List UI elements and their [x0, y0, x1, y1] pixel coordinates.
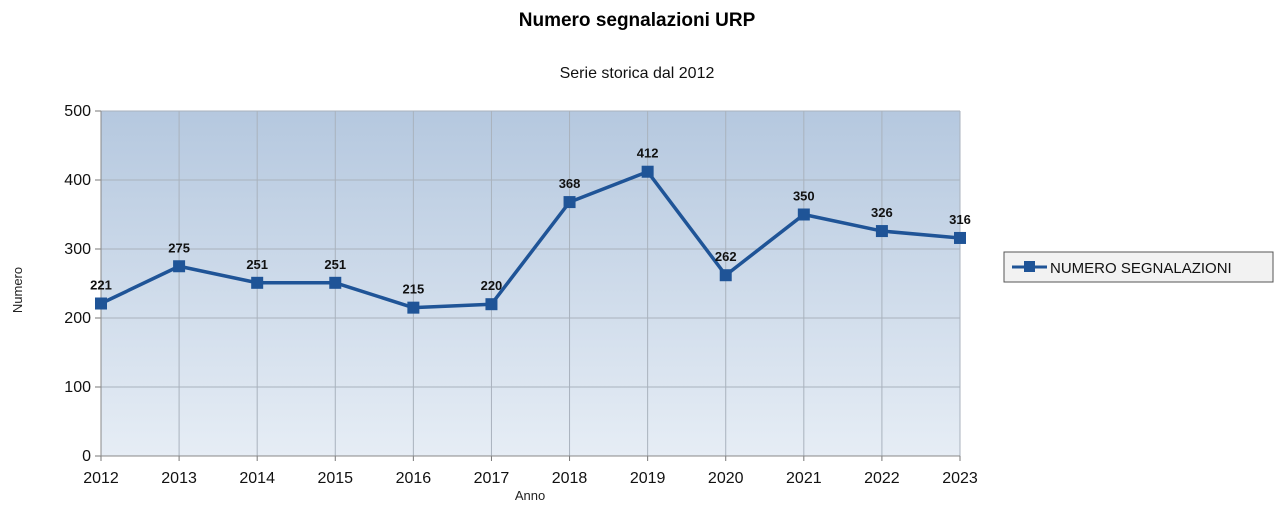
data-point-marker [641, 165, 654, 178]
data-point-marker [95, 297, 107, 310]
y-tick-label: 500 [64, 103, 91, 120]
legend-square-marker [1024, 261, 1035, 272]
data-label: 316 [949, 212, 971, 227]
x-tick-label: 2020 [708, 470, 744, 487]
x-tick-label: 2014 [239, 470, 275, 487]
y-tick-label: 200 [64, 310, 91, 327]
x-tick-label: 2019 [630, 470, 666, 487]
chart-subtitle: Serie storica dal 2012 [560, 65, 715, 82]
x-tick-label: 2016 [396, 470, 432, 487]
data-point-marker [251, 276, 264, 289]
data-point-marker [563, 196, 576, 209]
x-tick-label: 2017 [474, 470, 510, 487]
y-axis-title: Numero [10, 267, 25, 313]
data-point-marker [407, 301, 420, 314]
x-tick-label: 2012 [83, 470, 119, 487]
data-label: 350 [793, 189, 815, 204]
axes [95, 110, 961, 461]
data-label: 251 [324, 257, 346, 272]
x-tick-label: 2022 [864, 470, 900, 487]
data-point-marker [719, 269, 732, 282]
grid-lines [100, 110, 961, 457]
x-tick-label: 2021 [786, 470, 822, 487]
series-line [100, 169, 961, 310]
data-label: 251 [246, 257, 268, 272]
data-label: 368 [559, 176, 581, 191]
data-label: 412 [637, 146, 659, 161]
data-label: 275 [168, 240, 190, 255]
y-tick-label: 100 [64, 379, 91, 396]
data-label: 220 [481, 278, 503, 293]
x-tick-label: 2013 [161, 470, 197, 487]
data-point-marker [875, 225, 888, 238]
legend-label: NUMERO SEGNALAZIONI [1050, 260, 1232, 277]
plot-area [101, 111, 960, 456]
y-tick-label: 0 [82, 448, 91, 465]
data-label: 221 [90, 278, 112, 293]
data-point-marker [485, 298, 498, 311]
x-axis-title: Anno [515, 488, 545, 503]
data-label: 262 [715, 249, 737, 264]
data-label: 215 [403, 282, 425, 297]
legend: NUMERO SEGNALAZIONI [1003, 251, 1274, 283]
data-point-marker [173, 260, 186, 273]
y-tick-label: 400 [64, 172, 91, 189]
data-point-marker [954, 231, 966, 244]
x-tick-label: 2018 [552, 470, 588, 487]
y-tick-labels: 0 100 200 300 400 500 [64, 103, 91, 465]
x-tick-labels: 2012 2013 2014 2015 2016 2017 2018 2019 2020 2021… [83, 470, 978, 487]
legend-box [1003, 251, 1274, 283]
data-point-marker [797, 208, 810, 221]
x-tick-label: 2015 [317, 470, 353, 487]
chart-title: Numero segnalazioni URP [519, 10, 756, 31]
series-layer [95, 165, 966, 314]
data-label: 326 [871, 205, 893, 220]
data-point-marker [329, 276, 342, 289]
x-tick-label: 2023 [942, 470, 978, 487]
y-tick-label: 300 [64, 241, 91, 258]
data-labels: 221 275 251 251 215 220 368 412 262 350 326 316 [90, 146, 971, 297]
